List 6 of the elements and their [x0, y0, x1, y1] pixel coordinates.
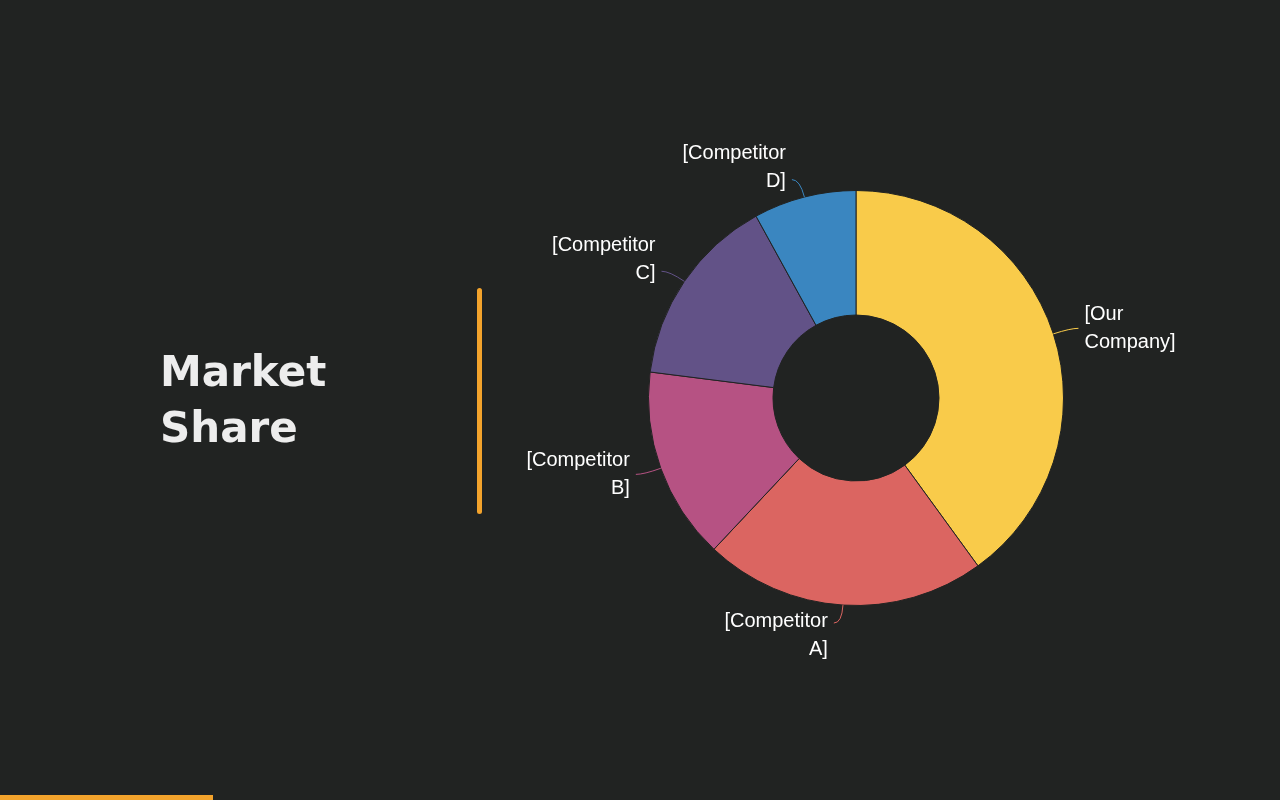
- slice-label: [Competitor D]: [682, 141, 787, 192]
- slice-label: [Competitor B]: [526, 447, 631, 498]
- slice-label: [Our Company]: [1084, 301, 1176, 352]
- slice-label: [Competitor A]: [724, 608, 829, 659]
- slice-label: [Competitor C]: [552, 232, 656, 283]
- text: Market Share: [160, 346, 328, 454]
